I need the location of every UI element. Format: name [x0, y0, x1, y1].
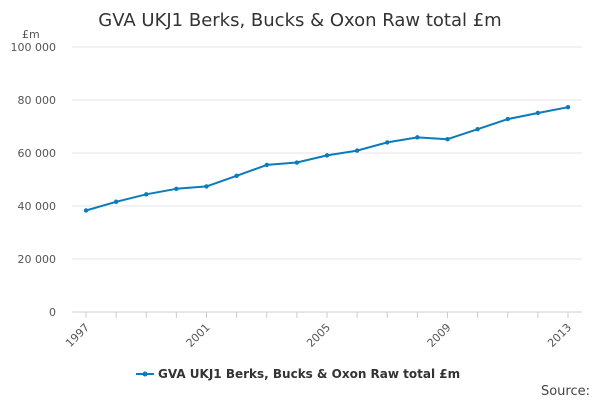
x-tick-label: 1997	[63, 321, 92, 350]
data-point	[264, 162, 269, 168]
data-point	[174, 186, 179, 191]
y-axis-unit-label: £m	[22, 28, 40, 41]
data-point	[234, 173, 239, 178]
y-tick-label: 60 000	[18, 147, 57, 160]
series-line-0	[85, 106, 569, 212]
chart-title: GVA UKJ1 Berks, Bucks & Oxon Raw total £…	[98, 10, 501, 31]
y-tick-label: 20 000	[18, 253, 57, 266]
data-point	[445, 137, 450, 142]
data-point	[385, 140, 390, 145]
data-point	[475, 126, 480, 132]
y-axis-tick-labels: 0 20 000 40 000 60 000 80 000 100 000	[11, 41, 57, 319]
legend: GVA UKJ1 Berks, Bucks & Oxon Raw total £…	[136, 367, 460, 381]
x-tick-label: 2005	[304, 321, 333, 350]
source-label: Source:	[541, 384, 590, 399]
series-layer	[83, 104, 571, 213]
data-point	[113, 199, 119, 204]
grid-lines	[72, 46, 582, 260]
y-tick-label: 0	[49, 306, 56, 319]
data-point	[535, 110, 541, 116]
legend-marker-symbol	[142, 371, 148, 377]
legend-label: GVA UKJ1 Berks, Bucks & Oxon Raw total £…	[158, 367, 460, 381]
data-point	[83, 208, 89, 213]
data-point	[415, 135, 420, 140]
data-point	[144, 192, 149, 197]
y-tick-label: 40 000	[18, 200, 57, 213]
data-point	[324, 153, 330, 158]
x-tick-label: 2013	[545, 321, 574, 350]
x-tick-label: 2009	[425, 321, 454, 350]
data-point	[565, 104, 571, 110]
x-tick-label: 2001	[184, 321, 213, 350]
data-point	[204, 184, 209, 189]
data-point	[354, 148, 360, 153]
x-axis: 1997 2001 2005 2009 2013	[63, 311, 582, 350]
y-tick-label: 100 000	[11, 41, 57, 54]
data-point	[294, 160, 300, 165]
data-point	[505, 116, 510, 122]
y-tick-label: 80 000	[18, 94, 57, 107]
